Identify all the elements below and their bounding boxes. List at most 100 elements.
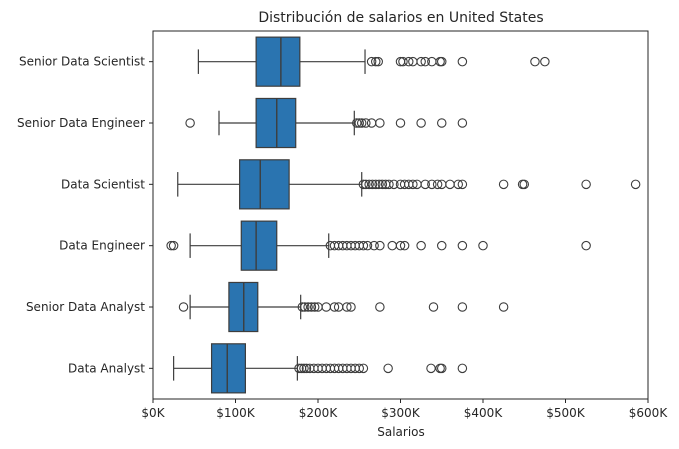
outlier-point bbox=[457, 179, 468, 190]
x-tick-label: $600K bbox=[629, 406, 669, 420]
outlier-point bbox=[352, 118, 362, 128]
outlier-point bbox=[457, 56, 468, 67]
outlier-point bbox=[306, 302, 317, 312]
outlier-point bbox=[300, 302, 310, 312]
outlier-point bbox=[519, 179, 529, 190]
box-group bbox=[173, 343, 468, 394]
y-tick-label: Data Engineer bbox=[59, 239, 145, 253]
box-group bbox=[178, 281, 509, 333]
outlier-point bbox=[432, 179, 443, 190]
box-group bbox=[166, 220, 591, 271]
outlier-point bbox=[299, 363, 309, 374]
outlier-point bbox=[375, 240, 385, 251]
box-iqr bbox=[240, 220, 278, 271]
outlier-point bbox=[358, 363, 369, 374]
outlier-point bbox=[427, 179, 437, 190]
outlier-point bbox=[370, 56, 381, 67]
outlier-point bbox=[420, 179, 430, 190]
outlier-point bbox=[420, 56, 430, 67]
outlier-point bbox=[178, 302, 189, 312]
box-iqr bbox=[239, 159, 290, 210]
outlier-point bbox=[416, 56, 426, 67]
outlier-point bbox=[370, 179, 381, 190]
outlier-point bbox=[436, 240, 447, 251]
outlier-point bbox=[395, 240, 406, 251]
x-tick-label: $100K bbox=[216, 406, 256, 420]
outlier-point bbox=[389, 179, 399, 190]
outlier-point bbox=[185, 118, 195, 128]
outlier-point bbox=[303, 302, 313, 312]
outlier-point bbox=[498, 302, 509, 312]
outlier-point bbox=[362, 240, 373, 251]
outlier-point bbox=[358, 179, 369, 190]
y-tick-label: Senior Data Engineer bbox=[17, 116, 145, 130]
outlier-point bbox=[436, 56, 447, 67]
outlier-point bbox=[329, 302, 340, 312]
outlier-point bbox=[354, 363, 364, 374]
outlier-point bbox=[309, 302, 320, 312]
outlier-point bbox=[457, 302, 468, 312]
outlier-point bbox=[416, 118, 426, 128]
outlier-point bbox=[428, 302, 439, 312]
box-group bbox=[185, 97, 468, 149]
x-tick-label: $300K bbox=[381, 406, 421, 420]
box-group bbox=[177, 159, 641, 210]
x-tick-label: $400K bbox=[464, 406, 504, 420]
outlier-point bbox=[383, 363, 393, 374]
outlier-point bbox=[478, 240, 488, 251]
outlier-point bbox=[366, 56, 377, 67]
plot-area bbox=[166, 36, 641, 394]
outlier-point bbox=[581, 179, 591, 190]
x-tick-label: $500K bbox=[546, 406, 586, 420]
outlier-point bbox=[301, 363, 312, 374]
outlier-point bbox=[358, 240, 369, 251]
outlier-point bbox=[367, 179, 378, 190]
outlier-point bbox=[168, 240, 179, 251]
box-iqr bbox=[255, 97, 297, 149]
outlier-point bbox=[297, 302, 308, 312]
outlier-point bbox=[387, 240, 397, 251]
x-tick-label: $0K bbox=[141, 406, 165, 420]
outlier-point bbox=[395, 118, 406, 128]
outlier-point bbox=[375, 118, 385, 128]
outlier-point bbox=[530, 56, 540, 67]
outlier-point bbox=[453, 179, 463, 190]
x-axis: $0K $100K $200K $300K $400K $500K $600K bbox=[141, 399, 668, 420]
chart-title: Distribución de salarios en United State… bbox=[258, 10, 543, 26]
outlier-point bbox=[416, 240, 426, 251]
outlier-point bbox=[436, 363, 447, 374]
outlier-point bbox=[498, 179, 509, 190]
outlier-point bbox=[384, 179, 394, 190]
outlier-point bbox=[356, 118, 367, 128]
y-tick-label: Senior Data Analyst bbox=[26, 300, 145, 314]
outlier-point bbox=[361, 179, 371, 190]
outlier-point bbox=[426, 363, 436, 374]
outlier-point bbox=[540, 56, 550, 67]
outlier-point bbox=[366, 118, 377, 128]
outlier-point bbox=[403, 56, 414, 67]
outlier-point bbox=[630, 179, 641, 190]
outlier-point bbox=[436, 118, 447, 128]
outlier-point bbox=[342, 302, 352, 312]
x-tick-label: $200K bbox=[299, 406, 339, 420]
outlier-point bbox=[398, 56, 408, 67]
outlier-point bbox=[375, 302, 385, 312]
box-iqr bbox=[210, 343, 246, 394]
outlier-point bbox=[457, 240, 468, 251]
y-tick-label: Senior Data Scientist bbox=[19, 55, 145, 69]
y-tick-label: Data Analyst bbox=[68, 361, 145, 375]
outlier-point bbox=[373, 56, 383, 67]
x-axis-label: Salarios bbox=[377, 425, 425, 439]
outlier-point bbox=[361, 118, 371, 128]
outlier-point bbox=[364, 179, 374, 190]
outlier-point bbox=[457, 118, 468, 128]
outlier-point bbox=[581, 240, 591, 251]
outlier-point bbox=[377, 179, 388, 190]
outlier-point bbox=[457, 363, 468, 374]
outlier-point bbox=[346, 302, 356, 312]
box-iqr bbox=[255, 36, 301, 87]
outlier-point bbox=[321, 302, 331, 312]
outlier-point bbox=[408, 179, 418, 190]
box-group bbox=[197, 36, 550, 87]
